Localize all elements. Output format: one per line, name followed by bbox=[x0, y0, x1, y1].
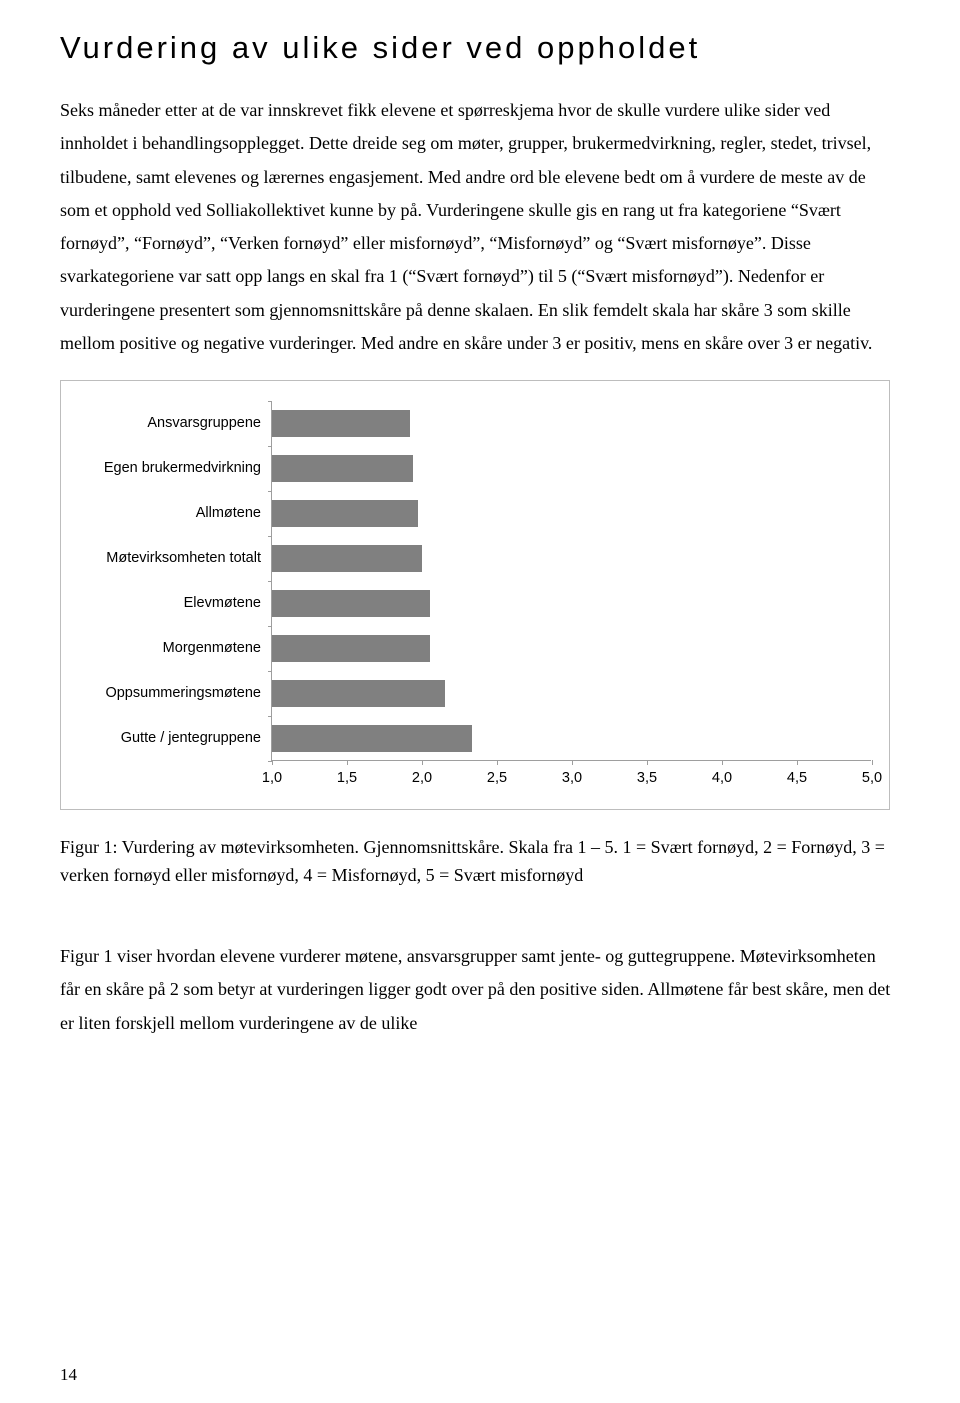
y-tick bbox=[268, 581, 272, 582]
bar-chart: Ansvarsgruppene Egen brukermedvirkning All… bbox=[60, 380, 890, 810]
y-tick bbox=[268, 491, 272, 492]
bar bbox=[272, 680, 445, 707]
y-tick bbox=[268, 446, 272, 447]
x-tick bbox=[647, 760, 648, 765]
x-axis-label: 4,0 bbox=[712, 770, 732, 786]
x-tick bbox=[272, 760, 273, 765]
bar bbox=[272, 635, 430, 662]
closing-paragraph: Figur 1 viser hvordan elevene vurderer m… bbox=[60, 940, 900, 1040]
bar-label: Egen brukermedvirkning bbox=[61, 460, 261, 476]
bar-label: Gutte / jentegruppene bbox=[61, 730, 261, 746]
bar-label: Elevmøtene bbox=[61, 595, 261, 611]
y-tick bbox=[268, 671, 272, 672]
bar-label: Møtevirksomheten totalt bbox=[61, 550, 261, 566]
x-axis-label: 3,5 bbox=[637, 770, 657, 786]
bar-label: Ansvarsgruppene bbox=[61, 415, 261, 431]
x-axis-label: 3,0 bbox=[562, 770, 582, 786]
plot-area: AnsvarsgruppeneEgen brukermedvirkningAll… bbox=[271, 401, 871, 761]
x-tick bbox=[572, 760, 573, 765]
y-tick bbox=[268, 401, 272, 402]
bar bbox=[272, 455, 413, 482]
x-axis-label: 2,0 bbox=[412, 770, 432, 786]
bar bbox=[272, 590, 430, 617]
x-axis-label: 5,0 bbox=[862, 770, 882, 786]
y-tick bbox=[268, 536, 272, 537]
bar bbox=[272, 500, 418, 527]
bar bbox=[272, 410, 410, 437]
page-heading: Vurdering av ulike sider ved oppholdet bbox=[60, 30, 900, 66]
bar-label: Oppsummeringsmøtene bbox=[61, 685, 261, 701]
x-axis-label: 4,5 bbox=[787, 770, 807, 786]
x-axis-label: 1,0 bbox=[262, 770, 282, 786]
x-tick bbox=[347, 760, 348, 765]
figure-caption: Figur 1: Vurdering av møtevirksomheten. … bbox=[60, 834, 900, 890]
bar bbox=[272, 725, 472, 752]
x-tick bbox=[797, 760, 798, 765]
y-tick bbox=[268, 716, 272, 717]
bar bbox=[272, 545, 422, 572]
x-axis-label: 1,5 bbox=[337, 770, 357, 786]
x-axis-label: 2,5 bbox=[487, 770, 507, 786]
x-tick bbox=[497, 760, 498, 765]
page-number: 14 bbox=[60, 1365, 77, 1385]
x-tick bbox=[722, 760, 723, 765]
bar-label: Allmøtene bbox=[61, 505, 261, 521]
intro-paragraph: Seks måneder etter at de var innskrevet … bbox=[60, 94, 900, 360]
x-tick bbox=[422, 760, 423, 765]
y-tick bbox=[268, 626, 272, 627]
x-tick bbox=[872, 760, 873, 765]
bar-label: Morgenmøtene bbox=[61, 640, 261, 656]
